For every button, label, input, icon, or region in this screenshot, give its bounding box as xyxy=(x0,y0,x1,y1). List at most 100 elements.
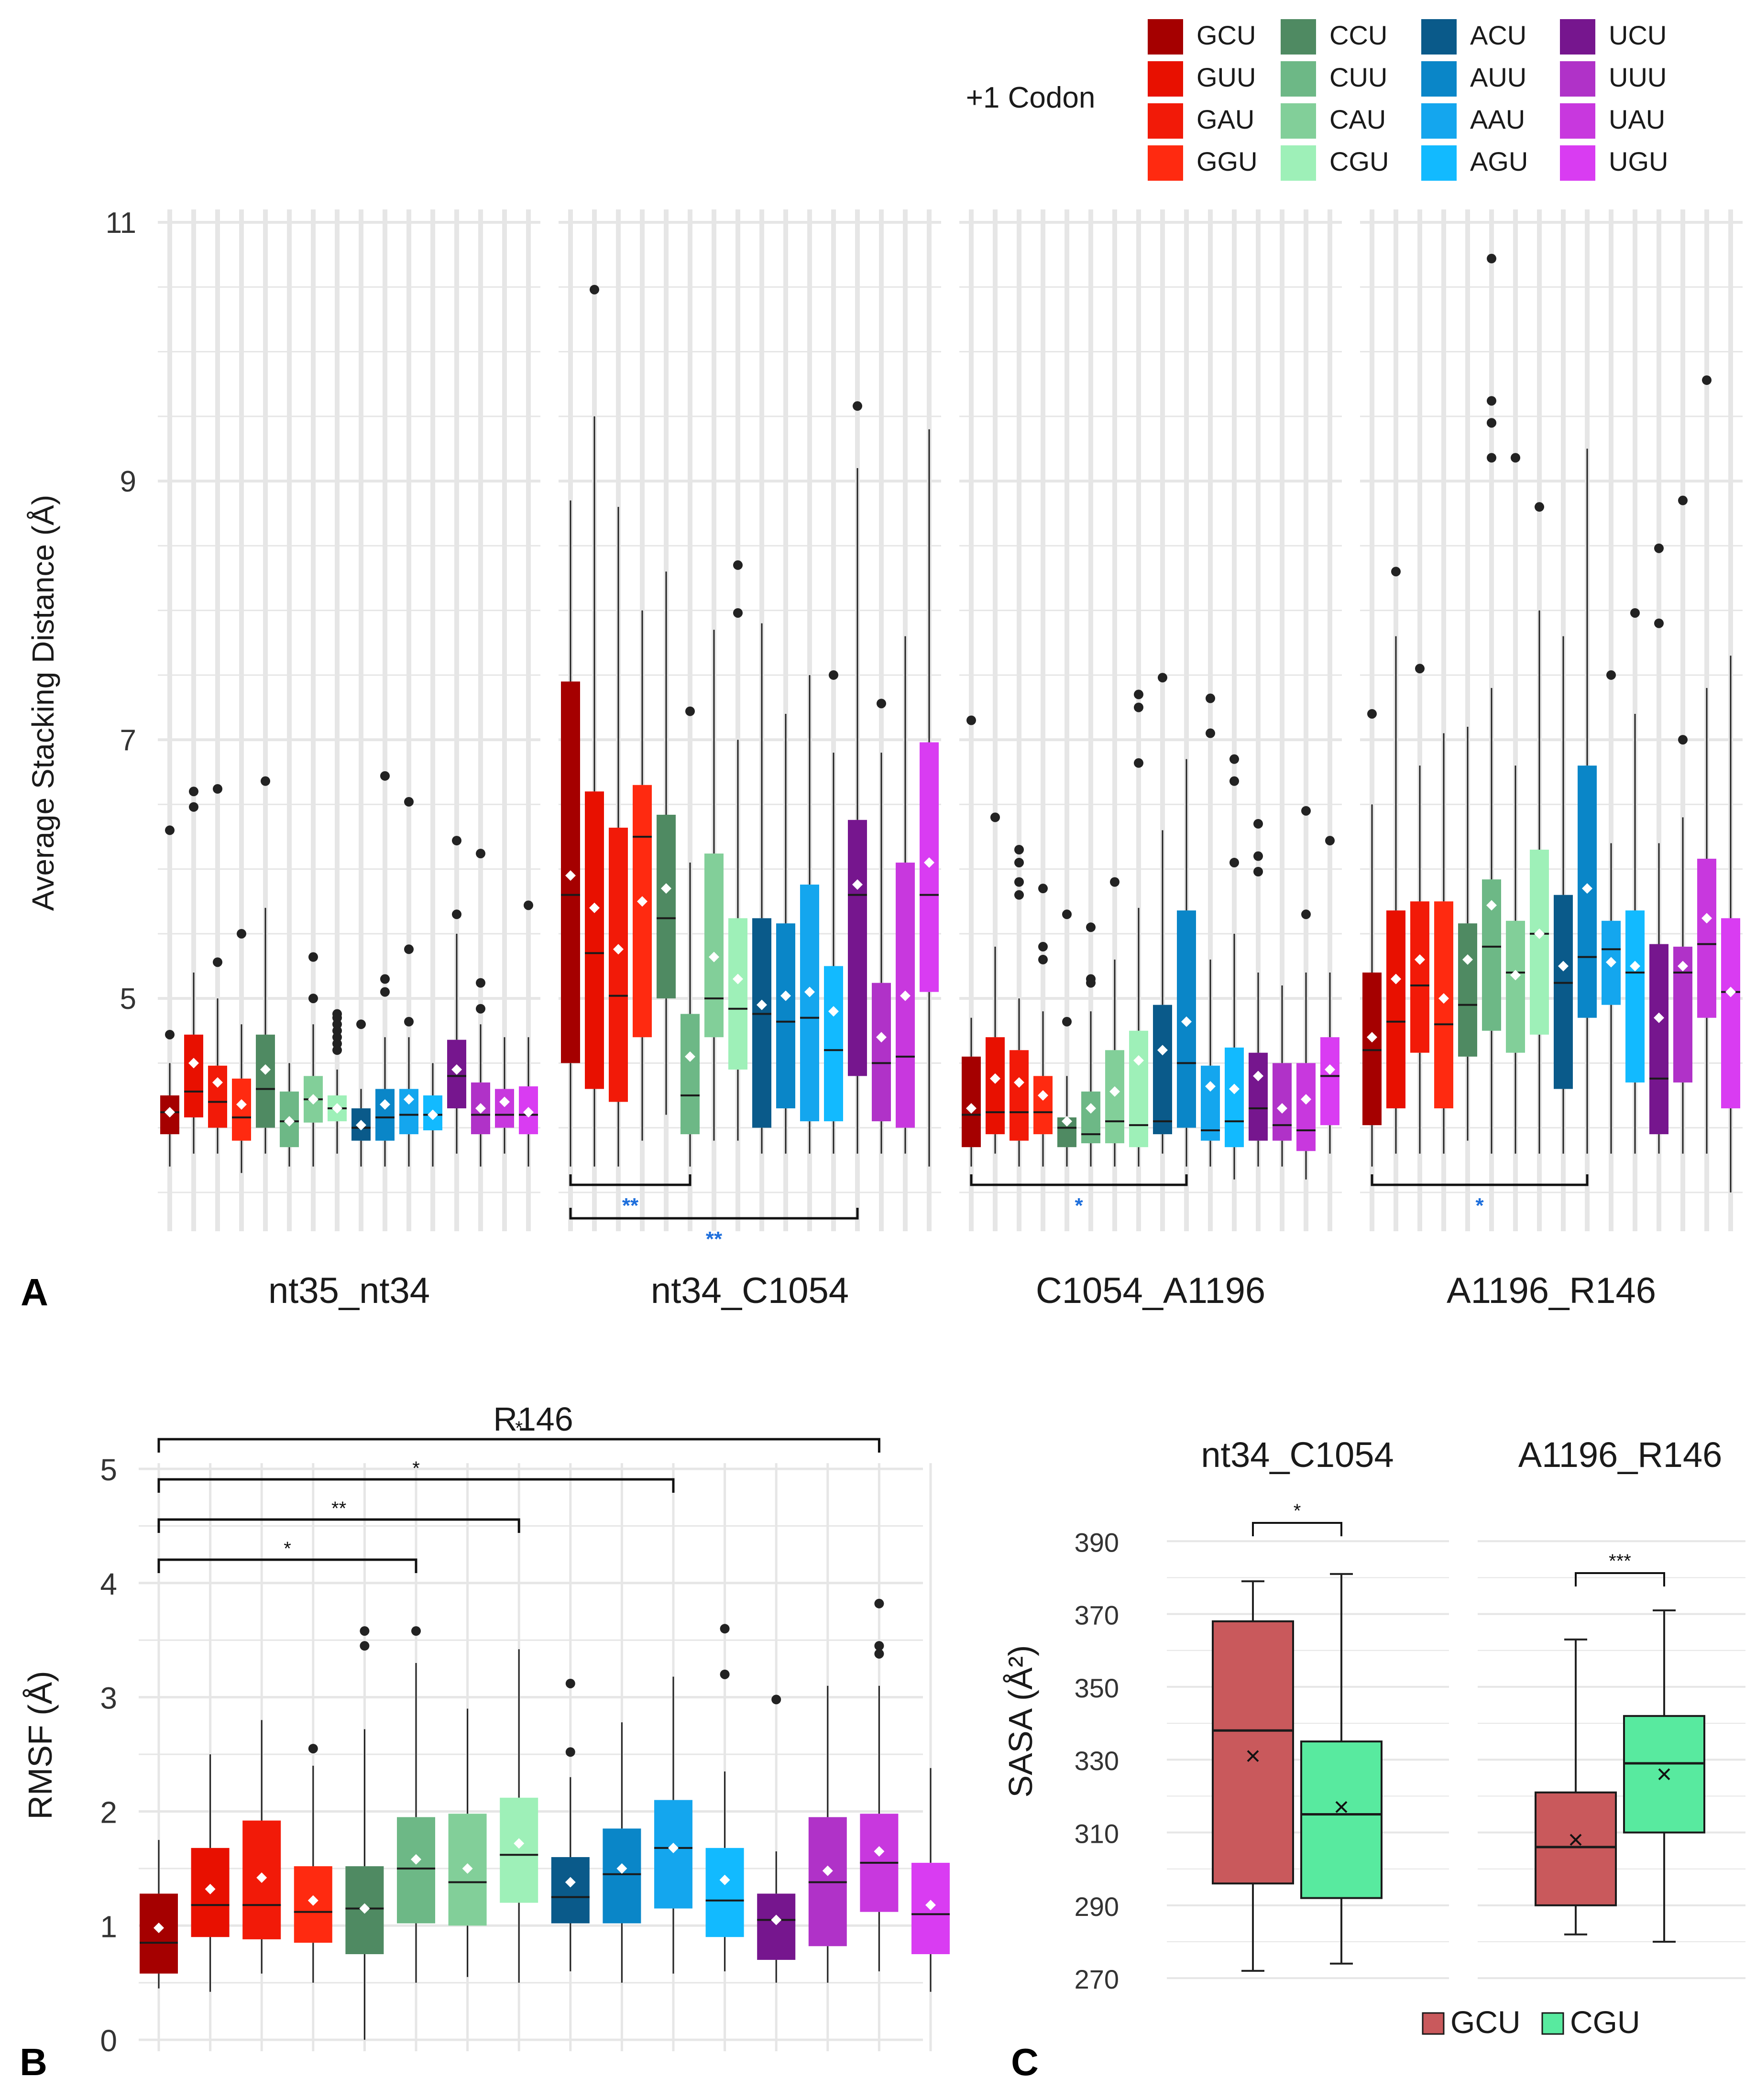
panel-a-C1054_A1196-CCU-outlier-0 xyxy=(1062,1017,1072,1027)
panel-a-A1196_R146-UCU-mean-marker xyxy=(1654,1012,1664,1023)
panel-a-sig-label: * xyxy=(1075,1194,1083,1217)
panel-a-nt35_nt34-AGU-mean-marker xyxy=(428,1109,438,1120)
panel-a-sig-bracket xyxy=(1371,1174,1589,1186)
panel-a-C1054_A1196-GUU-box xyxy=(986,1037,1005,1135)
panel-a-nt35_nt34-UAU-box xyxy=(495,1089,514,1128)
panel-a-nt34_C1054-UCU-outlier-0 xyxy=(853,401,862,411)
panel-a-nt35_nt34-CAU-outlier-1 xyxy=(308,952,318,962)
panel-a-C1054_A1196-GAU-mean-marker xyxy=(1014,1077,1024,1088)
panel-a-nt34_C1054-ACU-box xyxy=(752,918,771,1128)
panel-a-nt35_nt34-CGU-outlier-6 xyxy=(332,1009,342,1019)
panel-c: SASA (Å²) 270 290 310 330 350 370 390 nt34_C105… xyxy=(1002,1435,1745,2083)
panel-a-sig-label: ** xyxy=(706,1227,723,1251)
legend-label-UGU: UGU xyxy=(1609,146,1668,176)
panel-a-A1196_R146-UCU-box xyxy=(1649,944,1668,1135)
legend-swatch-UUU xyxy=(1560,61,1595,97)
panel-a-C1054_A1196-AAU-mean-marker xyxy=(1205,1081,1216,1092)
panel-b-sig-label: ** xyxy=(331,1498,346,1519)
panel-a-nt35_nt34-AUU-mean-marker xyxy=(380,1099,390,1110)
panel-a-C1054_A1196-GCU-box xyxy=(962,1056,981,1148)
panel-a-A1196_R146-UUU-outlier-1 xyxy=(1678,495,1688,505)
panel-a-nt34_C1054-CGU-outlier-0 xyxy=(733,608,743,618)
panel-a-A1196_R146-AAU-outlier-0 xyxy=(1606,670,1616,680)
legend-label-CUU: CUU xyxy=(1329,62,1387,92)
panel-a-sig-bracket xyxy=(569,1174,691,1186)
panel-a-nt34_C1054-AGU-mean-marker xyxy=(828,1006,839,1017)
panel-a-facet-A1196_R146: A1196_R146 * xyxy=(1360,209,1743,1311)
panel-a-C1054_A1196-CGU-outlier-1 xyxy=(1134,702,1143,712)
panel-c-ytick-390: 390 xyxy=(1075,1527,1119,1557)
panel-a-facet-nt35_nt34: nt35_nt34 xyxy=(158,209,540,1311)
panel-a-C1054_A1196-AUU-mean-marker xyxy=(1181,1016,1192,1027)
panel-a-nt35_nt34-CAU-outlier-0 xyxy=(308,994,318,1004)
panel-a-nt35_nt34-UCU-mean-marker xyxy=(451,1064,462,1075)
panel-a-nt35_nt34-ACU-mean-marker xyxy=(356,1120,366,1131)
panel-a-y-axis-label: Average Stacking Distance (Å) xyxy=(26,495,60,911)
panel-a-ytick-9: 9 xyxy=(120,465,136,498)
panel-b-UAU-mean-marker xyxy=(874,1846,885,1857)
panel-a-A1196_R146-AGU-outlier-0 xyxy=(1630,608,1640,618)
panel-a-C1054_A1196-GAU-outlier-1 xyxy=(1014,877,1024,887)
panel-b-AGU-box xyxy=(705,1848,744,1937)
panel-a-C1054_A1196-CGU-outlier-2 xyxy=(1134,689,1143,700)
panel-a-nt34_C1054-CCU-mean-marker xyxy=(661,883,671,894)
panel-b-ytick-5: 5 xyxy=(100,1453,117,1487)
panel-b-ytick-3: 3 xyxy=(100,1681,117,1716)
panel-c-facet-nt34_C1054: nt34_C1054 * xyxy=(1167,1435,1449,1980)
panel-b-CUU-outlier-0 xyxy=(411,1626,421,1636)
panel-c-A1196_R146-GCU-mean-marker xyxy=(1569,1834,1582,1846)
panel-a-A1196_R146-UUU-mean-marker xyxy=(1678,961,1688,972)
panel-b-UCU-box xyxy=(757,1893,796,1960)
panel-c-nt34_C1054-CGU-box xyxy=(1300,1740,1383,1899)
panel-a-A1196_R146-GUU-outlier-0 xyxy=(1391,567,1401,577)
panel-a-C1054_A1196-CCU-outlier-1 xyxy=(1062,909,1072,919)
panel-b-UUU-mean-marker xyxy=(822,1865,833,1876)
panel-a-sig-bracket xyxy=(970,1174,1188,1186)
panel-a-nt35_nt34-CCU-box xyxy=(256,1034,275,1128)
panel-a-C1054_A1196-GCU-outlier-0 xyxy=(966,715,976,725)
panel-a-A1196_R146-GAU-box xyxy=(1410,901,1429,1053)
panel-a-nt35_nt34-GAU-box xyxy=(208,1065,227,1128)
panel-a-nt35_nt34-GGU-mean-marker xyxy=(236,1099,247,1110)
panel-a-nt35_nt34-CCU-outlier-0 xyxy=(261,776,270,786)
panel-b-AGU-outlier-0 xyxy=(720,1669,730,1679)
panel-a-C1054_A1196-GCU-mean-marker xyxy=(966,1103,977,1114)
panel-a-C1054_A1196-UAU-outlier-1 xyxy=(1301,806,1311,816)
legend-title: +1 Codon xyxy=(966,81,1096,114)
panel-a-A1196_R146-GCU-box xyxy=(1362,972,1382,1126)
panel-a-C1054_A1196-GAU-outlier-3 xyxy=(1014,845,1024,855)
panel-a-C1054_A1196-GGU-outlier-0 xyxy=(1038,954,1048,964)
panel-a-C1054_A1196-GAU-outlier-0 xyxy=(1014,890,1024,900)
panel-a-A1196_R146-GGU-mean-marker xyxy=(1438,993,1449,1004)
panel-c-ytick-290: 290 xyxy=(1075,1892,1119,1922)
panel-a-nt34_C1054-CCU-box xyxy=(657,814,676,999)
panel-b-UAU-outlier-2 xyxy=(874,1598,884,1608)
panel-a-nt35_nt34-GGU-outlier-0 xyxy=(237,929,246,939)
panel-a-A1196_R146-CGU-outlier-0 xyxy=(1535,502,1544,512)
panel-b-CUU-mean-marker xyxy=(411,1854,421,1865)
panel-b-GGU-mean-marker xyxy=(307,1895,318,1906)
panel-a-C1054_A1196-UCU-mean-marker xyxy=(1253,1071,1263,1082)
legend-swatch-CUU xyxy=(1281,61,1316,97)
panel-a-nt35_nt34-UCU-outlier-1 xyxy=(452,836,461,846)
panel-b-GAU-mean-marker xyxy=(256,1872,267,1883)
panel-a-nt35_nt34-AAU-outlier-2 xyxy=(404,797,414,807)
panel-a-A1196_R146-CCU-box xyxy=(1458,923,1477,1057)
panel-a-A1196_R146-GAU-mean-marker xyxy=(1415,954,1425,965)
panel-b-AGU-outlier-1 xyxy=(720,1624,730,1634)
panel-a-facet-label-C1054_A1196: C1054_A1196 xyxy=(1036,1270,1265,1311)
panel-a-nt35_nt34-UUU-outlier-0 xyxy=(476,1004,485,1014)
panel-a-nt34_C1054-AGU-box xyxy=(824,966,843,1122)
panel-a-nt35_nt34-GUU-outlier-0 xyxy=(189,802,198,812)
panel-c-nt34_C1054-GCU-mean-marker xyxy=(1247,1750,1259,1762)
panel-a-A1196_R146-CCU-mean-marker xyxy=(1462,954,1473,965)
panel-a-A1196_R146-AUU-mean-marker xyxy=(1582,883,1592,894)
panel-a-nt34_C1054-CAU-box xyxy=(704,853,724,1038)
panel-a-C1054_A1196-UAU-mean-marker xyxy=(1301,1094,1311,1105)
panel-a-sig-bracket xyxy=(569,1208,859,1220)
legend-label-CCU: CCU xyxy=(1329,20,1387,50)
legend-label-GAU: GAU xyxy=(1196,104,1254,134)
panel-a-nt34_C1054-ACU-mean-marker xyxy=(757,999,767,1010)
panel-c-plot: 270 290 310 330 350 370 390 nt34_C1054 * A1196_R1… xyxy=(1075,1435,1745,1994)
